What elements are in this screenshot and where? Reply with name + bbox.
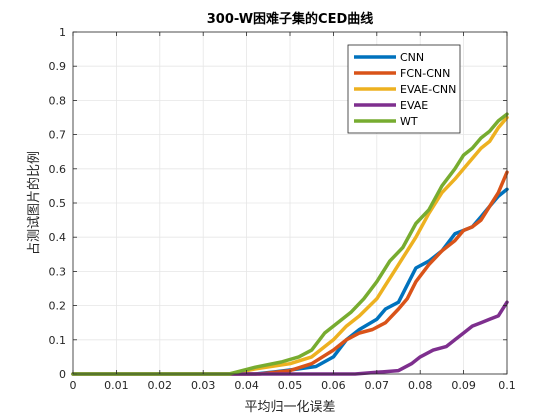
legend-label-evae: EVAE [400,99,428,112]
series-line-evae [71,300,509,376]
legend-label-wt: WT [400,115,418,128]
x-tick-label: 0 [70,379,77,392]
series-line-wt [71,112,509,376]
x-tick-label: 0.09 [451,379,476,392]
y-tick-label: 0.6 [49,163,67,176]
y-tick-label: 1 [59,26,66,39]
x-tick-label: 0.07 [365,379,390,392]
legend-label-cnn: CNN [400,51,424,64]
legend: CNN FCN-CNN EVAE-CNN EVAE WT [347,44,461,134]
y-tick-label: 0.3 [49,265,67,278]
y-axis-label: 占测试图片的比例 [26,151,42,255]
y-tick-label: 0.4 [49,231,67,244]
x-tick-label: 0.1 [498,379,516,392]
x-axis-label: 平均归一化误差 [244,400,335,415]
series-line-evae-cnn [71,115,509,376]
x-tick-label: 0.04 [234,379,259,392]
x-tick-label: 0.05 [278,379,303,392]
y-tick-label: 0.9 [49,60,67,73]
series-lines [71,112,509,376]
x-tick-label: 0.01 [104,379,129,392]
y-tick-label: 0.5 [49,197,67,210]
y-tick-label: 0 [59,368,66,381]
y-tick-label: 0.2 [49,300,67,313]
x-tick-label: 0.03 [191,379,216,392]
legend-label-evae-cnn: EVAE-CNN [400,83,456,96]
chart-title: 300-W困难子集的CED曲线 [207,11,374,27]
y-axis-ticks: 0 0.1 0.2 0.3 0.4 0.5 0.6 0.7 0.8 0.9 1 [49,26,507,381]
x-tick-label: 0.02 [148,379,173,392]
legend-label-fcn-cnn: FCN-CNN [400,67,450,80]
x-axis-ticks: 0 0.01 0.02 0.03 0.04 0.05 0.06 0.07 0.08 0.09 0.1 [70,32,516,392]
series-line-fcn-cnn [71,170,509,376]
y-tick-label: 0.8 [49,94,67,107]
x-tick-label: 0.06 [321,379,346,392]
y-tick-label: 0.7 [49,129,67,142]
x-tick-label: 0.08 [408,379,433,392]
y-tick-label: 0.1 [49,334,67,347]
